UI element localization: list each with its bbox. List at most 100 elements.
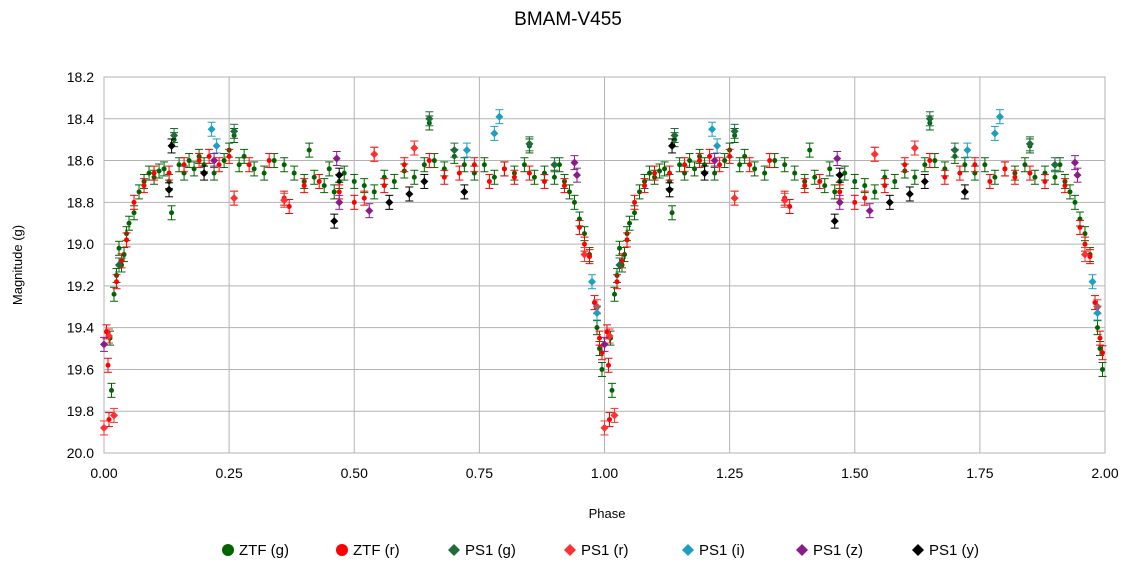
data-point [597, 361, 606, 377]
legend-label: PS1 (r) [581, 542, 629, 559]
legend-label: PS1 (z) [813, 542, 863, 559]
data-point [715, 157, 724, 173]
data-point [530, 169, 539, 185]
data-point [400, 157, 409, 173]
data-point [960, 184, 969, 200]
data-point [660, 161, 669, 177]
data-point [1025, 165, 1034, 181]
data-point [890, 173, 899, 189]
data-point [122, 232, 131, 248]
data-point [860, 190, 869, 206]
data-point [640, 178, 649, 194]
data-point [370, 184, 379, 200]
data-point [540, 173, 549, 189]
x-axis-label: Phase [589, 506, 626, 521]
data-point [592, 305, 601, 321]
data-point [985, 173, 994, 189]
data-point [260, 165, 269, 181]
data-point [340, 165, 349, 181]
data-point [825, 161, 834, 177]
data-point [990, 125, 999, 141]
legend-marker [912, 544, 924, 556]
data-point [955, 165, 964, 181]
data-point [572, 167, 581, 183]
data-point [300, 178, 309, 194]
legend-label: ZTF (r) [353, 542, 400, 559]
data-point [155, 163, 164, 179]
data-point [280, 157, 289, 173]
data-point [865, 203, 874, 219]
data-point [315, 173, 324, 189]
y-tick-label: 18.6 [67, 153, 94, 169]
data-point [390, 173, 399, 189]
data-point [120, 247, 129, 263]
data-point [925, 111, 934, 127]
data-point [668, 205, 677, 221]
data-point [550, 169, 559, 185]
data-point [100, 336, 108, 352]
data-point [608, 382, 617, 398]
data-point [905, 186, 914, 202]
legend-label: PS1 (y) [929, 542, 979, 559]
data-point [455, 165, 464, 181]
data-point [305, 142, 314, 158]
data-point [850, 173, 859, 189]
data-point [310, 169, 319, 185]
data-point [440, 169, 449, 185]
data-point [623, 232, 632, 248]
data-point [1050, 157, 1059, 173]
data-point [700, 165, 709, 181]
data-point [220, 153, 229, 169]
legend-entry: ZTF (r) [336, 542, 400, 559]
data-point [1030, 169, 1039, 185]
data-point [165, 165, 174, 181]
data-point [470, 157, 479, 173]
legend-label: ZTF (g) [239, 542, 289, 559]
data-point [708, 121, 717, 137]
data-point [760, 165, 769, 181]
data-point [620, 247, 629, 263]
data-point [695, 153, 704, 169]
data-point [1065, 184, 1074, 200]
data-point [490, 125, 499, 141]
data-point [230, 123, 239, 139]
legend-marker [682, 544, 694, 556]
data-point [1085, 249, 1094, 265]
data-point [420, 173, 429, 189]
legend-marker [448, 544, 460, 556]
data-point [990, 169, 999, 185]
data-point [370, 146, 379, 162]
data-point [780, 192, 789, 208]
data-point [910, 169, 919, 185]
legend-entry: PS1 (g) [448, 542, 516, 559]
data-point [940, 169, 949, 185]
data-point [330, 213, 339, 229]
data-point [460, 184, 469, 200]
data-point [870, 184, 879, 200]
data-point [150, 165, 159, 181]
data-point [170, 127, 179, 143]
data-point [365, 203, 374, 219]
data-point [713, 138, 722, 154]
data-point [900, 157, 909, 173]
legend-marker [222, 544, 234, 556]
legend-entry: PS1 (i) [682, 542, 745, 559]
data-point [960, 157, 969, 173]
data-point [360, 178, 369, 194]
data-point [995, 109, 1004, 125]
x-tick-label: 0.50 [341, 465, 368, 481]
data-point [480, 157, 489, 173]
data-point [570, 194, 579, 210]
data-point [100, 420, 108, 436]
data-point [350, 194, 359, 210]
data-point [790, 165, 799, 181]
data-point [925, 153, 934, 169]
data-point [920, 157, 929, 173]
data-point [850, 194, 859, 210]
legend-marker [564, 544, 576, 556]
data-point [110, 407, 119, 423]
data-point [265, 153, 274, 169]
data-point [500, 161, 509, 177]
data-point [112, 274, 121, 290]
x-tick-labels: 0.00 0.25 0.50 0.75 1.00 1.25 1.50 1.75 2.00 [90, 465, 1118, 481]
